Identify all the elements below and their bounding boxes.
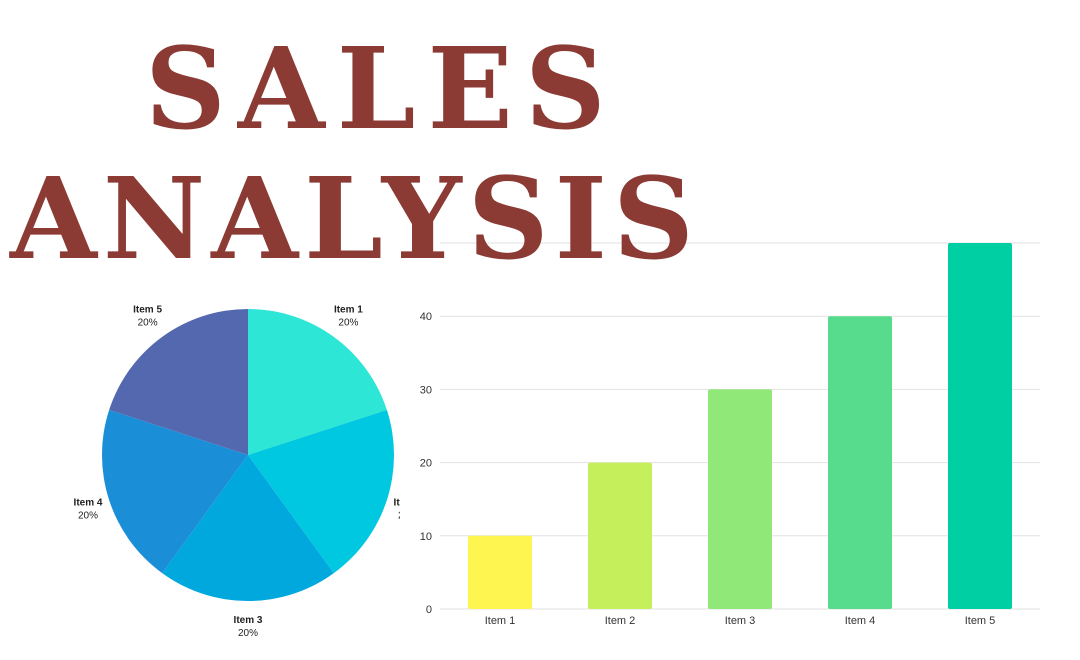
pie-slice-3 (162, 455, 334, 602)
pie-label-5: Item 5 (133, 304, 162, 315)
pie-slice-1 (248, 309, 387, 455)
pie-percent-4: 20% (78, 511, 98, 522)
bar-5 (948, 243, 1012, 609)
y-tick-label: 40 (420, 311, 432, 323)
pie-chart: Item 1 20% Item 2 20% Item 3 20% Item 4 20% Item… (74, 304, 400, 639)
pie-percent-1: 20% (338, 317, 358, 328)
title-line-sales: SALES (145, 24, 618, 155)
pie-label-1: Item 1 (334, 304, 363, 315)
x-tick-label: Item 1 (485, 615, 516, 627)
x-tick-label: Item 5 (965, 615, 996, 627)
bar-2 (588, 462, 652, 609)
x-tick-label: Item 3 (725, 615, 756, 627)
pie-slice-5 (109, 309, 249, 455)
y-tick-label: 20 (420, 458, 432, 470)
pie-label-2: Item 2 (394, 498, 400, 509)
y-tick-label: 30 (420, 384, 432, 396)
x-tick-label: Item 2 (605, 615, 636, 627)
title-line-analysis: ANALYSIS (10, 154, 700, 285)
pie-slice-2 (248, 409, 394, 574)
pie-percent-5: 20% (138, 317, 158, 328)
pie-percent-2: 20% (398, 511, 400, 522)
pie-percent-3: 20% (238, 628, 258, 639)
y-tick-label: 10 (420, 531, 432, 543)
x-tick-label: Item 4 (845, 615, 876, 627)
pie-label-4: Item 4 (74, 498, 103, 509)
pie-slice-4 (102, 409, 248, 574)
y-tick-label: 0 (426, 604, 432, 616)
bar-4 (828, 316, 892, 609)
bar-3 (708, 389, 772, 609)
y-tick-label: 50 (420, 238, 432, 250)
bar-1 (468, 535, 532, 609)
bar-chart: 0 10 20 30 40 50 Item 1 Item 2 Item 3 Item 4 Item … (420, 238, 1040, 627)
pie-label-3: Item 3 (234, 615, 263, 626)
